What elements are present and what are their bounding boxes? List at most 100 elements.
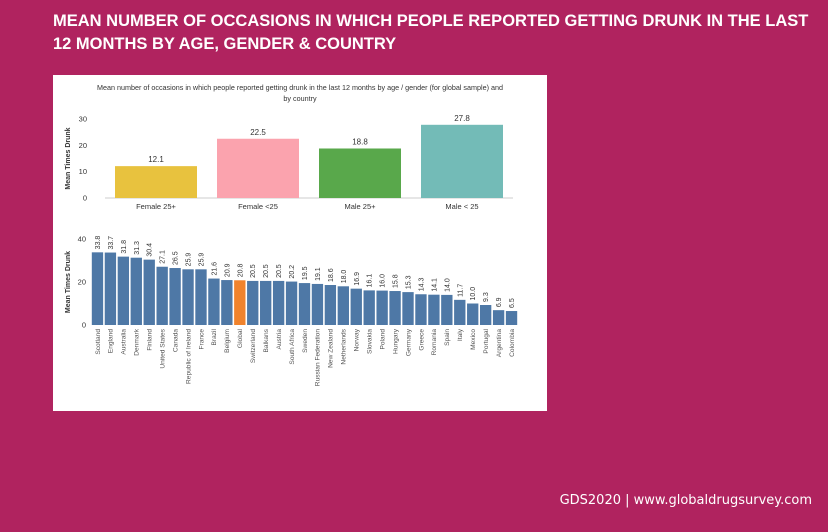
bar-canada [169,268,181,325]
category-label: Belgium [224,328,231,352]
data-label: 15.8 [393,274,400,288]
bar-greece [415,294,427,325]
bar-denmark [130,257,142,325]
chart-title-continued: by country [283,94,317,103]
data-label: 20.2 [289,265,296,279]
y-tick-label: 40 [78,235,86,244]
chart-panel: Mean number of occasions in which people… [53,75,547,411]
category-label: Russian Federation [315,329,322,387]
category-label: Norway [354,328,361,351]
data-label: 25.9 [186,253,193,267]
bar-colombia [505,311,518,325]
footer-credit: GDS2020 | www.globaldrugsurvey.com [559,493,812,508]
category-label: France [198,329,205,350]
category-label: Male 25+ [344,202,376,211]
y-tick-label: 0 [83,194,87,203]
bar-hungary [389,291,401,325]
bar-south-africa [285,281,298,325]
data-label: 33.8 [95,236,102,250]
category-label: Switzerland [250,329,257,363]
data-label: 12.1 [148,155,164,164]
data-label: 6.9 [496,297,503,307]
category-label: New Zealand [328,329,335,368]
bar-male-25 [421,124,503,198]
slide-title: MEAN NUMBER OF OCCASIONS IN WHICH PEOPLE… [53,12,809,53]
data-label: 31.8 [121,240,128,254]
data-label: 14.1 [431,278,438,292]
category-label: Sweden [302,329,309,353]
category-label: Female <25 [238,202,278,211]
data-label: 14.3 [418,278,425,292]
data-label: 10.0 [470,287,477,301]
bar-finland [143,259,155,325]
data-label: 18.6 [328,268,335,282]
bar-united-states [156,266,168,325]
category-label: Brazil [211,328,218,345]
category-label: Scotland [95,329,102,355]
y-axis-title: Mean Times Drunk [65,127,72,189]
bar-england [104,252,117,325]
data-label: 6.5 [509,298,516,308]
y-tick-label: 0 [82,321,86,330]
data-label: 27.1 [160,250,167,264]
data-label: 11.7 [457,284,464,297]
category-label: Male < 25 [445,202,478,211]
data-label: 33.7 [108,236,115,250]
data-label: 18.8 [352,137,368,146]
category-label: Germany [405,328,412,356]
data-label: 20.8 [237,264,244,278]
data-label: 20.5 [250,264,257,278]
y-tick-label: 10 [79,167,87,176]
category-label: Netherlands [341,328,348,364]
category-label: Romania [431,329,438,356]
data-label: 30.4 [147,243,154,257]
y-tick-label: 30 [79,115,87,124]
category-label: Balkans [263,328,270,352]
data-label: 22.5 [250,128,266,137]
data-label: 20.9 [224,263,231,277]
bar-brazil [208,278,220,325]
category-label: Female 25+ [136,202,176,211]
bar-australia [117,256,130,325]
bar-slovakia [363,290,375,325]
data-label: 27.8 [454,114,470,123]
category-label: Canada [172,329,179,352]
chart-svg: Mean number of occasions in which people… [65,83,518,387]
bar-romania [428,294,440,325]
data-label: 20.5 [276,264,283,278]
category-label: Greece [418,329,425,351]
category-label: Mexico [470,329,477,350]
bar-republic-of-ireland [182,269,194,325]
category-label: South Africa [289,329,296,365]
bar-poland [376,290,388,325]
category-label: Poland [379,329,386,350]
bar-female-25 [115,166,197,198]
bar-italy [454,299,466,325]
country-chart: 0 20 40 Mean Times Drunk 33.8 Scotland 33.7 Eng… [65,235,518,387]
bar-france [195,269,207,325]
bar-new-zealand [324,285,337,325]
y-axis-title: Mean Times Drunk [65,251,72,313]
category-label: Italy [457,328,464,341]
bar-female-25 [217,138,299,198]
bar-netherlands [337,286,349,325]
data-label: 15.3 [406,275,413,289]
category-label: Finland [147,329,154,351]
data-label: 20.5 [263,264,270,278]
data-label: 26.5 [173,251,180,265]
data-label: 16.1 [367,274,374,288]
bar-austria [272,280,285,325]
bar-portugal [479,305,492,325]
category-label: Australia [121,329,128,355]
data-label: 16.0 [380,274,387,288]
category-label: Portugal [483,328,490,353]
bar-balkans [260,280,272,325]
y-tick-label: 20 [79,141,87,150]
category-label: Colombia [509,329,516,357]
bar-male-25 [319,148,401,198]
bar-germany [402,292,414,325]
bar-russian-federation [311,283,324,325]
category-label: United States [159,328,166,368]
bar-norway [350,288,362,325]
data-label: 18.0 [341,270,348,284]
